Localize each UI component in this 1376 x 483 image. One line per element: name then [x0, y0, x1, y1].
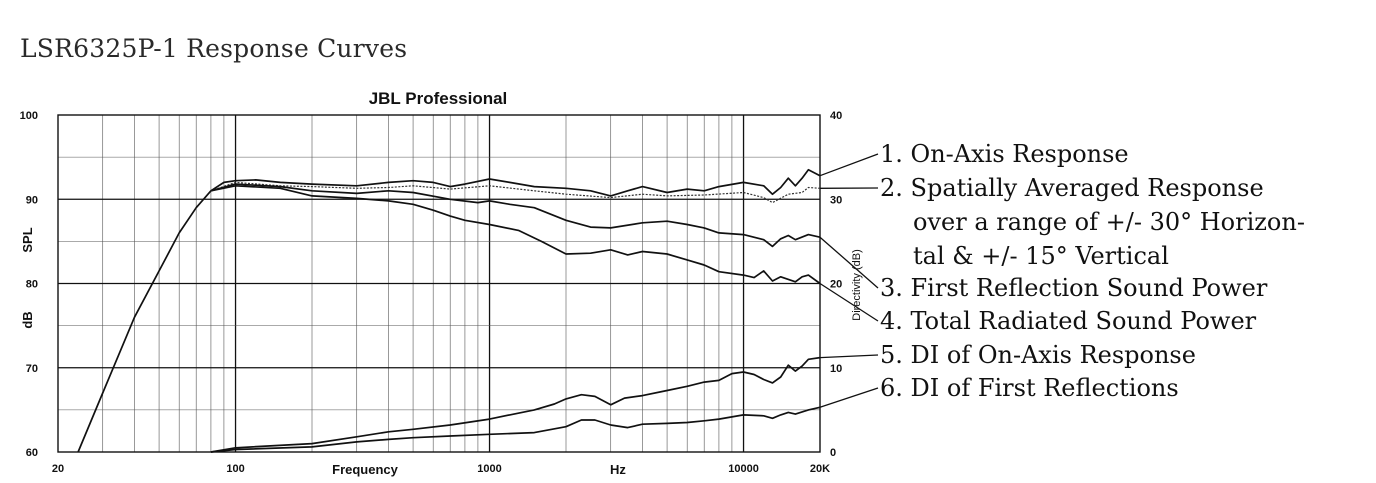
legend-item-2: 2. Spatially Averaged Response — [880, 174, 1264, 202]
legend-leader-6 — [819, 387, 879, 408]
chart-grid — [57, 114, 821, 453]
legend-leader-5 — [819, 354, 879, 359]
legend-item-1: 1. On-Axis Response — [880, 140, 1129, 168]
legend-item-4: 4. Total Radiated Sound Power — [880, 307, 1257, 335]
series-on_axis — [77, 168, 821, 453]
y2-tick-label: 10 — [830, 363, 842, 375]
legend-leader-4 — [819, 282, 879, 322]
legend-item-5: 5. DI of On-Axis Response — [880, 341, 1196, 369]
y-tick-label: 60 — [26, 447, 38, 459]
x-tick-label: 20K — [810, 463, 830, 475]
series-first_reflection — [210, 183, 821, 248]
chart-legend: 1. On-Axis Response 2. Spatially Averaged… — [819, 140, 1305, 408]
legend-leader-3 — [819, 236, 879, 289]
y-axis-label-spl: SPL — [20, 227, 35, 252]
chart-title: JBL Professional — [369, 89, 508, 108]
page-title: LSR6325P-1 Response Curves — [20, 34, 408, 63]
x-axis-unit: Hz — [610, 462, 626, 477]
chart-curves — [77, 168, 821, 453]
x-tick-label: 100 — [226, 463, 244, 475]
legend-item-6: 6. DI of First Reflections — [880, 374, 1179, 402]
y-tick-label: 80 — [26, 279, 38, 291]
series-di_on_axis — [210, 356, 821, 453]
legend-item-3: 3. First Reflection Sound Power — [880, 274, 1268, 302]
x-axis-label: Frequency — [332, 462, 399, 477]
y2-tick-label: 20 — [830, 279, 842, 291]
legend-leader-1 — [819, 153, 879, 177]
legend-item-2: over a range of +/- 30° Horizon- — [913, 208, 1305, 236]
x-tick-label: 20 — [52, 463, 64, 475]
y2-tick-label: 40 — [830, 110, 842, 122]
x-tick-label: 1000 — [477, 463, 501, 475]
series-total_radiated — [210, 184, 821, 285]
y-axis-label-db: dB — [20, 311, 35, 328]
x-tick-label: 10000 — [728, 463, 759, 475]
series-di_first_reflections — [210, 406, 821, 453]
y2-tick-label: 0 — [830, 447, 836, 459]
y-tick-label: 70 — [26, 363, 38, 375]
y2-tick-label: 30 — [830, 194, 842, 206]
y-tick-label: 90 — [26, 194, 38, 206]
legend-item-2: tal & +/- 15° Vertical — [913, 242, 1169, 270]
series-spatially_averaged — [210, 181, 821, 204]
y-tick-label: 100 — [20, 110, 38, 122]
